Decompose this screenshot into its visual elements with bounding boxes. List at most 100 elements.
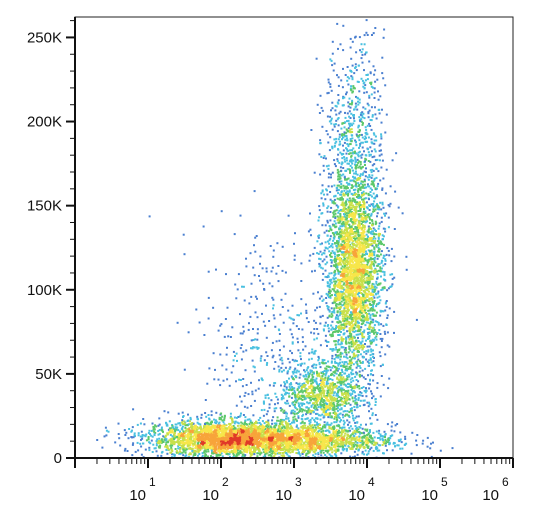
density-point: [155, 450, 158, 453]
density-point: [269, 438, 272, 440]
density-point: [324, 402, 327, 405]
density-point: [345, 392, 348, 395]
density-point: [276, 438, 279, 441]
density-point: [337, 354, 340, 357]
density-point: [321, 389, 324, 392]
density-point: [310, 438, 313, 441]
density-point: [268, 439, 271, 442]
density-point: [292, 409, 295, 412]
density-point: [351, 427, 354, 430]
density-point: [181, 437, 184, 440]
density-point: [182, 423, 185, 425]
density-point: [265, 435, 268, 438]
density-point: [245, 423, 248, 425]
density-point: [285, 427, 288, 430]
density-point: [235, 455, 238, 458]
density-point: [171, 438, 174, 441]
density-point: [219, 437, 222, 439]
density-point: [400, 441, 403, 444]
density-point: [393, 442, 396, 445]
density-point: [349, 435, 352, 438]
density-point: [342, 388, 345, 391]
density-point: [222, 447, 225, 449]
density-point: [210, 425, 213, 428]
density-point: [325, 455, 328, 458]
density-point: [421, 442, 424, 445]
density-point: [344, 414, 347, 417]
density-point: [301, 446, 304, 449]
density-point: [354, 399, 357, 402]
density-point: [311, 381, 314, 384]
density-point: [216, 424, 219, 427]
density-point: [291, 393, 294, 396]
density-point: [342, 441, 345, 444]
density-point: [339, 412, 342, 415]
density-point: [171, 431, 174, 434]
density-point: [321, 374, 324, 377]
density-point: [326, 403, 328, 406]
density-point: [432, 441, 434, 444]
density-point: [323, 359, 326, 362]
density-point: [339, 384, 342, 387]
density-point: [164, 445, 167, 448]
density-point: [327, 386, 330, 389]
density-point: [277, 434, 280, 437]
density-point: [345, 390, 348, 393]
density-point: [208, 429, 210, 432]
density-point: [335, 442, 337, 445]
density-point: [415, 439, 418, 442]
density-point: [170, 430, 173, 433]
density-point: [174, 427, 177, 430]
density-point: [351, 433, 354, 436]
density-point: [318, 437, 321, 440]
density-point: [353, 438, 356, 441]
density-point: [313, 402, 316, 405]
density-point: [203, 424, 206, 427]
density-point: [220, 430, 223, 433]
density-point: [259, 430, 262, 433]
density-point: [252, 431, 255, 434]
density-point: [296, 437, 299, 440]
density-point: [324, 412, 327, 415]
density-point: [356, 429, 359, 432]
density-point: [306, 433, 309, 436]
density-point: [335, 418, 338, 421]
density-point: [211, 450, 213, 453]
density-point: [342, 410, 345, 413]
density-point: [324, 376, 327, 379]
density-point: [292, 421, 295, 424]
density-point: [350, 409, 352, 412]
density-point: [300, 388, 303, 391]
density-point: [329, 333, 332, 336]
density-point: [298, 451, 300, 454]
density-point: [317, 447, 320, 449]
density-point: [133, 432, 136, 435]
density-point: [348, 426, 351, 429]
density-point: [281, 436, 284, 439]
density-point: [271, 444, 274, 447]
density-point: [343, 397, 346, 400]
density-point: [236, 445, 239, 448]
density-point: [288, 438, 291, 441]
density-point: [319, 387, 322, 390]
density-point: [338, 385, 341, 388]
density-point: [261, 439, 264, 442]
density-point: [186, 420, 189, 422]
density-point: [267, 425, 270, 428]
density-point: [320, 400, 323, 403]
density-point: [317, 430, 320, 433]
density-point: [306, 395, 309, 398]
density-point: [325, 384, 328, 387]
density-point: [339, 440, 342, 443]
density-point: [340, 331, 342, 333]
density-point: [297, 435, 300, 438]
density-point: [333, 421, 336, 424]
density-point: [322, 383, 325, 386]
density-point: [172, 453, 175, 456]
density-point: [292, 416, 295, 419]
density-point: [295, 435, 298, 438]
density-point: [268, 446, 270, 449]
density-point: [367, 452, 370, 455]
density-point: [271, 422, 274, 425]
density-point: [349, 447, 352, 450]
